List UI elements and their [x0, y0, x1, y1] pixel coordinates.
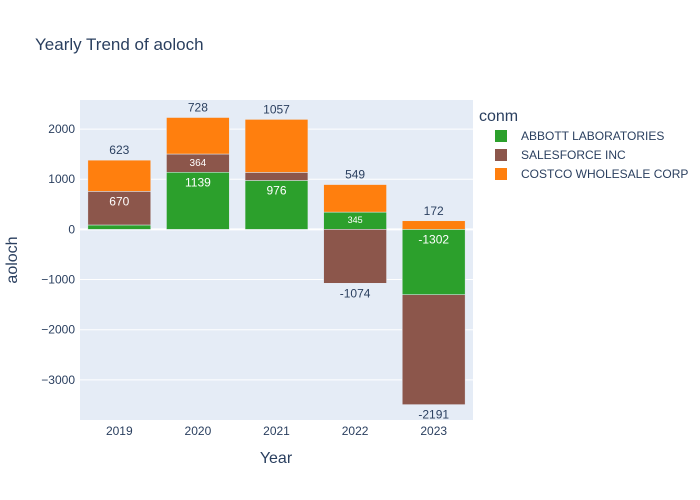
bar — [87, 159, 151, 192]
legend-label: ABBOTT LABORATORIES — [521, 129, 664, 143]
bar — [87, 224, 151, 230]
x-tick-label: 2022 — [342, 424, 369, 438]
data-label: 1057 — [263, 102, 290, 116]
data-label: -1074 — [340, 286, 371, 300]
x-axis-title: Year — [260, 450, 293, 467]
legend-label: COSTCO WHOLESALE CORP — [521, 167, 688, 181]
bar — [244, 119, 309, 173]
bar — [166, 172, 230, 230]
data-label: 549 — [345, 168, 365, 182]
data-label: 728 — [188, 101, 208, 115]
legend-swatch — [495, 130, 507, 142]
data-label: -1302 — [418, 232, 449, 246]
bars — [87, 117, 466, 405]
x-axis: 2019 2020 2021 2022 2023 — [106, 424, 447, 438]
x-tick-label: 2020 — [185, 424, 212, 438]
data-labels: 1139 976 345 -1302 670 364 -1074 -2191 623 728 105… — [109, 101, 449, 422]
y-axis: −3000 −2000 −1000 0 1000 2000 — [41, 122, 75, 387]
bar — [323, 184, 387, 213]
y-tick-label: −3000 — [41, 373, 75, 387]
x-tick-label: 2023 — [420, 424, 447, 438]
y-tick-label: 2000 — [48, 122, 75, 136]
legend-label: SALESFORCE INC — [521, 148, 626, 162]
chart-title: Yearly Trend of aoloch — [35, 35, 204, 54]
legend-swatch — [495, 168, 507, 180]
y-tick-label: 1000 — [48, 172, 75, 186]
bar — [323, 229, 387, 284]
y-axis-title: aoloch — [4, 236, 21, 283]
data-label: 976 — [266, 183, 286, 197]
x-tick-label: 2019 — [106, 424, 133, 438]
data-label: -2191 — [418, 408, 449, 422]
data-label: 364 — [190, 158, 207, 169]
data-label: 623 — [109, 143, 129, 157]
data-label: 172 — [424, 204, 444, 218]
x-tick-label: 2021 — [263, 424, 290, 438]
bar — [402, 294, 466, 405]
y-tick-label: −2000 — [41, 323, 75, 337]
legend: conm ABBOTT LABORATORIES SALESFORCE INC CO… — [479, 108, 688, 181]
bar — [244, 180, 309, 230]
y-tick-label: 0 — [68, 222, 75, 236]
bar — [244, 172, 309, 181]
legend-swatch — [495, 149, 507, 161]
data-label: 670 — [109, 194, 129, 208]
legend-title: conm — [479, 108, 518, 125]
data-label: 1139 — [185, 175, 211, 189]
bar — [402, 220, 466, 230]
y-tick-label: −1000 — [41, 273, 75, 287]
bar — [166, 117, 230, 155]
data-label: 345 — [348, 215, 363, 225]
